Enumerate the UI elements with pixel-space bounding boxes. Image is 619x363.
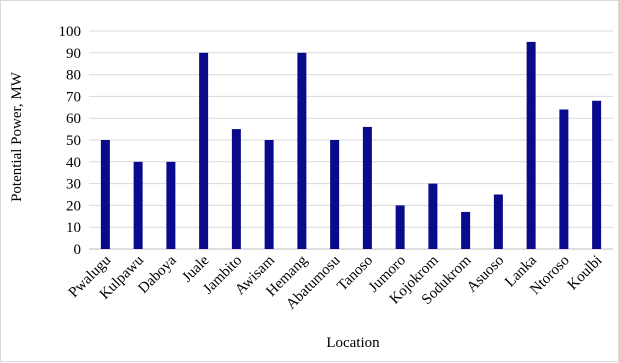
x-tick-label: Asuoso: [464, 253, 507, 296]
bar-sodukrom: [461, 211, 471, 249]
bar-awisam: [264, 140, 274, 249]
bar-lanka: [526, 41, 536, 250]
bar-asuoso: [493, 194, 503, 249]
y-tick-label: 60: [66, 111, 81, 127]
y-tick-label: 40: [66, 155, 81, 171]
bar-kulpawu: [133, 161, 143, 249]
bar-koulbi: [592, 100, 602, 249]
y-tick-label: 30: [66, 177, 81, 193]
y-tick-label: 100: [59, 24, 82, 40]
y-tick-label: 0: [74, 242, 82, 258]
bar-jumoro: [395, 205, 405, 249]
bar-ntoroso: [559, 109, 569, 249]
y-tick-label: 90: [66, 46, 81, 62]
y-tick-label: 20: [66, 198, 81, 214]
x-axis-title: Location: [326, 335, 380, 351]
y-tick-label: 80: [66, 68, 81, 84]
y-axis-ticks: 0 10 20 30 40 50 60 70 80 90 100: [59, 24, 82, 258]
bar-pwalugu: [100, 140, 110, 249]
bar-tanoso: [362, 126, 372, 249]
gridlines: [89, 30, 613, 250]
bar-hemang: [297, 52, 307, 249]
y-tick-label: 10: [66, 220, 81, 236]
y-axis-title: Potential Power, MW: [9, 71, 25, 202]
x-tick-label: Koulbi: [565, 253, 606, 294]
bar-jambito: [231, 129, 241, 249]
bar-daboya: [166, 161, 176, 249]
bar-kojokrom: [428, 183, 438, 249]
bars: [100, 41, 602, 250]
y-tick-label: 50: [66, 133, 81, 149]
bar-juale: [199, 52, 209, 249]
y-tick-label: 70: [66, 89, 81, 105]
bar-abatumosu: [330, 140, 340, 249]
